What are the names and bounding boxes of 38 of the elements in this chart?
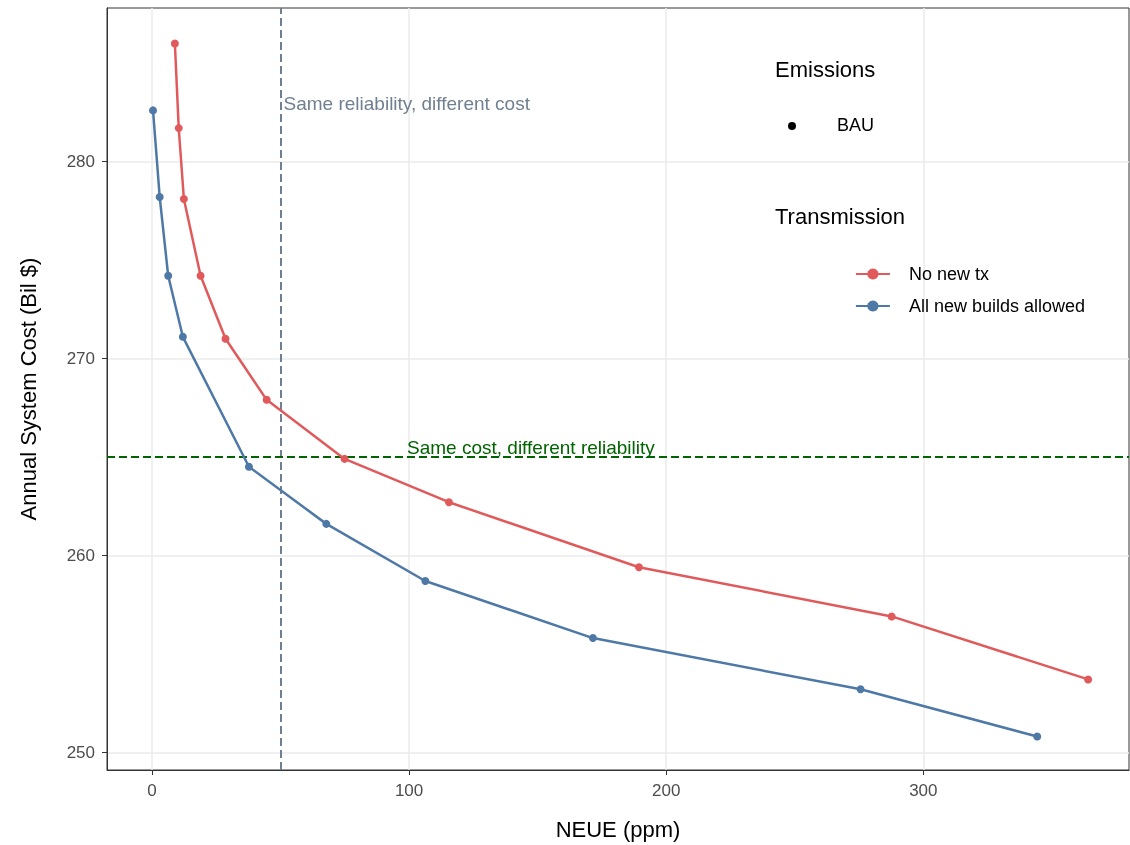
point [164, 271, 173, 280]
x-tick-label: 200 [652, 781, 681, 800]
point [221, 334, 230, 343]
point [244, 462, 253, 471]
point [149, 106, 158, 115]
point [340, 454, 349, 463]
point [262, 395, 271, 404]
y-axis-title: Annual System Cost (Bil $) [15, 257, 41, 521]
point [421, 576, 430, 585]
point [174, 124, 183, 133]
point [178, 332, 187, 341]
point [322, 519, 331, 528]
x-tick-label: 100 [394, 781, 424, 800]
point [588, 634, 597, 643]
ref-line-label: Same reliability, different cost [283, 93, 531, 114]
y-tick-label: 280 [66, 152, 95, 172]
legend-title: Transmission [775, 203, 905, 229]
x-tick-label: 0 [147, 781, 157, 800]
point [155, 193, 164, 202]
annotation: Emissions [775, 56, 876, 82]
x-axis-title: NEUE (ppm) [555, 816, 681, 842]
annotation: BAU [837, 115, 875, 135]
point [1033, 732, 1042, 741]
y-tick-label: 270 [66, 348, 95, 368]
x-tick-label: 300 [909, 781, 938, 800]
legend-label: No new tx [908, 264, 989, 284]
point [444, 498, 453, 507]
point [856, 685, 865, 694]
point [1084, 675, 1093, 684]
ref-line-label: Same cost, different reliability [407, 436, 656, 458]
point [179, 194, 188, 203]
point [634, 563, 643, 572]
point [196, 271, 205, 280]
point [170, 39, 179, 48]
point [887, 612, 896, 621]
y-tick-label: 260 [66, 545, 95, 565]
y-tick-label: 250 [66, 742, 95, 762]
legend-label: All new builds allowed [908, 296, 1086, 316]
